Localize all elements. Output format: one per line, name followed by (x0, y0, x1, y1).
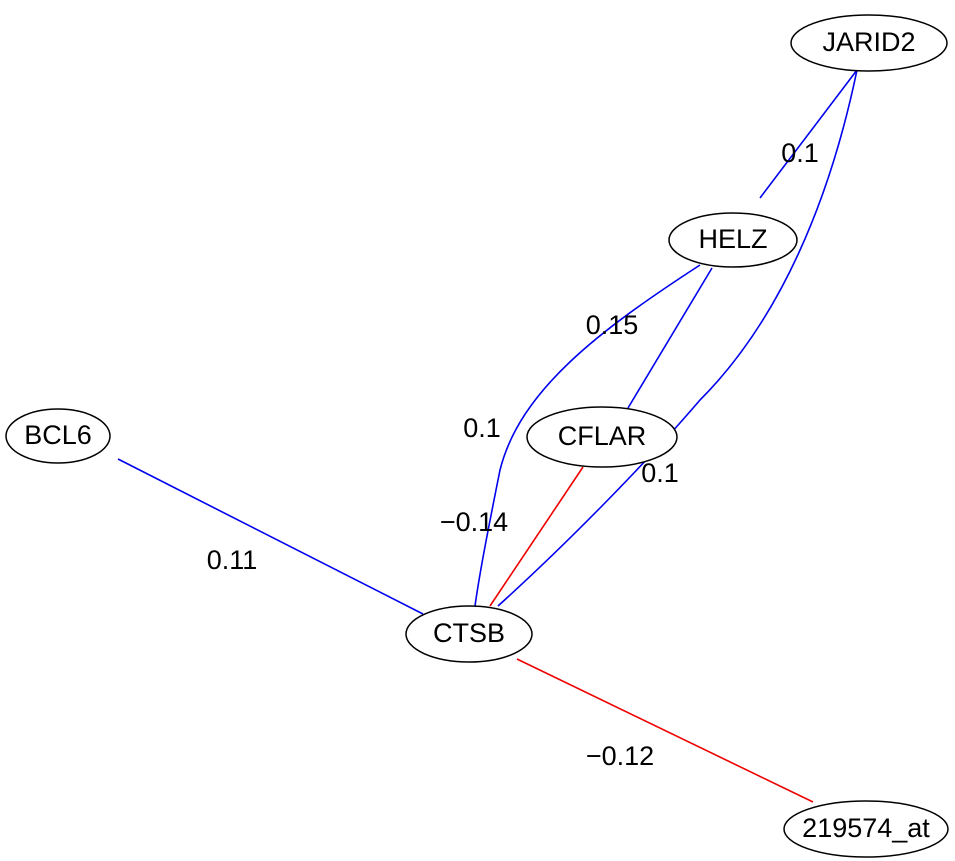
node (526, 406, 678, 468)
node (668, 212, 798, 268)
edge-label: −0.12 (586, 741, 654, 771)
edge-label: 0.1 (463, 413, 501, 443)
node (790, 14, 948, 72)
node (5, 408, 111, 464)
edge (516, 658, 814, 803)
edge-label: −0.14 (440, 507, 508, 537)
node (783, 800, 949, 858)
edge (497, 69, 858, 607)
node-label: HELZ (698, 224, 767, 254)
edge-label: 0.15 (586, 310, 639, 340)
node (405, 605, 533, 663)
node-label: BCL6 (24, 420, 92, 450)
node-label: CTSB (433, 618, 505, 648)
node-label: CFLAR (558, 421, 647, 451)
node-label: 219574_at (802, 813, 930, 843)
edge (474, 264, 701, 607)
edge (117, 458, 424, 615)
edge (489, 466, 584, 607)
edge-label: 0.11 (207, 545, 258, 575)
edge-label: 0.1 (641, 458, 679, 488)
edge (627, 267, 713, 409)
node-label: JARID2 (822, 27, 915, 57)
edge (759, 69, 858, 199)
edge-label: 0.1 (781, 138, 819, 168)
